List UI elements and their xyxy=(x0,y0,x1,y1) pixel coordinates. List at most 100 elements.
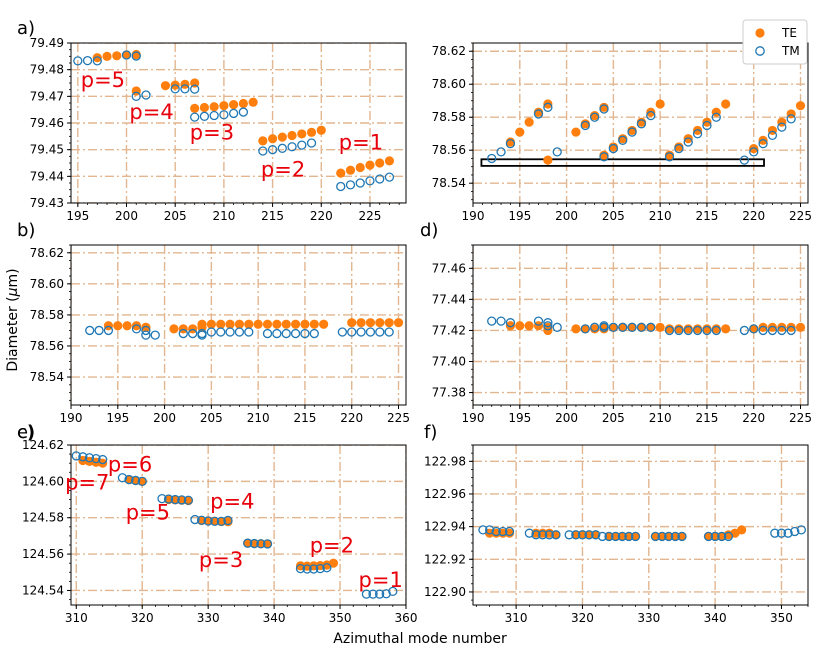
point-tm-d-27 xyxy=(786,325,796,336)
point-te-f-9 xyxy=(577,530,588,540)
point-tm-a-22 xyxy=(336,181,346,192)
point-tm-a-13 xyxy=(219,110,229,120)
point-te-f-13 xyxy=(611,531,621,542)
point-tm-a-21 xyxy=(306,138,317,148)
point-te-d-26 xyxy=(767,322,778,332)
point-tm-b_top-11 xyxy=(618,135,628,145)
point-te-e-16 xyxy=(243,538,253,548)
ytick-label-a-2: 79.45 xyxy=(30,143,64,157)
legend-marker-tm xyxy=(755,46,765,56)
point-tm-f-2 xyxy=(491,526,501,537)
xtick-label-b-2: 200 xyxy=(153,411,176,425)
point-te-a-1 xyxy=(102,51,112,61)
point-tm-e-15 xyxy=(196,515,207,525)
point-te-f-27 xyxy=(737,525,747,535)
point-tm-f-28 xyxy=(717,531,727,542)
ytick-label-d-3: 77.44 xyxy=(432,292,466,306)
point-te-b-15 xyxy=(244,319,254,329)
point-te-e-25 xyxy=(328,558,339,568)
point-tm-b_top-13 xyxy=(636,119,647,129)
point-te-f-14 xyxy=(617,531,627,542)
point-tm-d-11 xyxy=(608,322,619,332)
xtick-label-a-0: 195 xyxy=(66,209,89,223)
point-te-b-5 xyxy=(141,322,151,332)
legend: TE TM xyxy=(742,19,808,65)
mode-order-label-e-2: p=5 xyxy=(126,501,170,525)
point-tm-a-14 xyxy=(228,108,239,119)
point-tm-f-21 xyxy=(650,531,661,542)
point-tm-d-14 xyxy=(636,322,647,332)
xtick-label-b-7: 225 xyxy=(387,411,410,425)
point-te-d-28 xyxy=(786,322,796,332)
point-tm-d-2 xyxy=(505,318,516,328)
xtick-label-a-1: 200 xyxy=(115,209,138,223)
point-tm-d-20 xyxy=(702,325,712,336)
grid-a xyxy=(71,43,406,203)
ytick-label-e-2: 124.58 xyxy=(22,511,64,525)
point-tm-e-27 xyxy=(315,563,325,574)
xtick-label-a-5: 220 xyxy=(310,209,333,223)
point-tm-d-5 xyxy=(543,321,553,331)
point-tm-e-26 xyxy=(309,564,319,574)
point-te-f-10 xyxy=(584,530,594,540)
point-te-f-17 xyxy=(650,531,661,542)
point-tm-f-0 xyxy=(478,525,488,535)
point-tm-a-11 xyxy=(199,111,210,121)
xtick-label-e-1: 320 xyxy=(131,611,154,625)
ytick-label-b_top-0: 78.54 xyxy=(432,176,466,190)
ytick-label-f-4: 122.98 xyxy=(424,454,466,468)
point-te-a-0 xyxy=(92,53,102,63)
axes-frame-b xyxy=(70,244,407,406)
ytick-label-b-1: 78.56 xyxy=(30,339,64,353)
point-tm-b_top-18 xyxy=(692,129,703,139)
axes-frame-b_top xyxy=(472,42,809,204)
ytick-label-b_top-3: 78.60 xyxy=(432,77,466,91)
point-tm-d-26 xyxy=(777,325,787,336)
point-tm-f-5 xyxy=(524,528,535,538)
point-tm-d-7 xyxy=(580,324,590,334)
point-tm-b-27 xyxy=(384,327,394,337)
point-te-a-21 xyxy=(297,129,307,139)
point-tm-b-12 xyxy=(216,327,226,337)
point-tm-b-3 xyxy=(131,324,142,334)
point-tm-e-22 xyxy=(256,539,266,549)
point-te-f-7 xyxy=(551,530,561,540)
points-e xyxy=(71,451,398,599)
point-tm-e-5 xyxy=(117,473,128,483)
xtick-label-d-5: 215 xyxy=(695,411,718,425)
point-tm-a-15 xyxy=(238,107,249,117)
point-tm-a-23 xyxy=(345,180,356,190)
ytick-label-b-4: 78.62 xyxy=(30,246,64,260)
point-tm-d-17 xyxy=(674,325,684,336)
point-tm-b_top-21 xyxy=(739,155,750,165)
xtick-label-b-1: 195 xyxy=(106,411,129,425)
point-tm-a-3 xyxy=(121,50,132,60)
point-tm-b_top-19 xyxy=(702,120,712,131)
point-te-f-21 xyxy=(677,531,687,542)
point-te-d-2 xyxy=(524,321,534,331)
point-te-b-18 xyxy=(272,319,282,329)
point-tm-a-12 xyxy=(209,110,219,121)
legend-label-tm: TM xyxy=(781,44,800,58)
point-te-b-24 xyxy=(347,318,357,328)
point-tm-f-1 xyxy=(484,525,495,535)
point-tm-b_top-3 xyxy=(533,109,544,119)
point-tm-b_top-16 xyxy=(674,143,684,154)
mode-order-label-e-5: p=2 xyxy=(310,533,354,557)
ytick-label-a-6: 79.49 xyxy=(30,36,64,50)
point-tm-e-20 xyxy=(243,538,253,548)
xtick-label-a-6: 225 xyxy=(359,209,382,223)
point-tm-a-18 xyxy=(277,143,287,153)
point-te-f-22 xyxy=(703,531,714,542)
points-b_top xyxy=(487,99,806,165)
ytick-label-f-3: 122.96 xyxy=(424,487,466,501)
point-te-b-23 xyxy=(319,319,329,329)
point-te-f-19 xyxy=(664,531,674,542)
point-tm-b-10 xyxy=(197,330,207,340)
ytick-label-d-1: 77.40 xyxy=(432,355,466,369)
xtick-label-e-5: 360 xyxy=(395,611,418,625)
point-tm-e-32 xyxy=(381,589,391,599)
point-tm-d-13 xyxy=(627,322,637,332)
point-tm-b-13 xyxy=(225,327,235,337)
point-te-b_top-4 xyxy=(543,99,553,109)
